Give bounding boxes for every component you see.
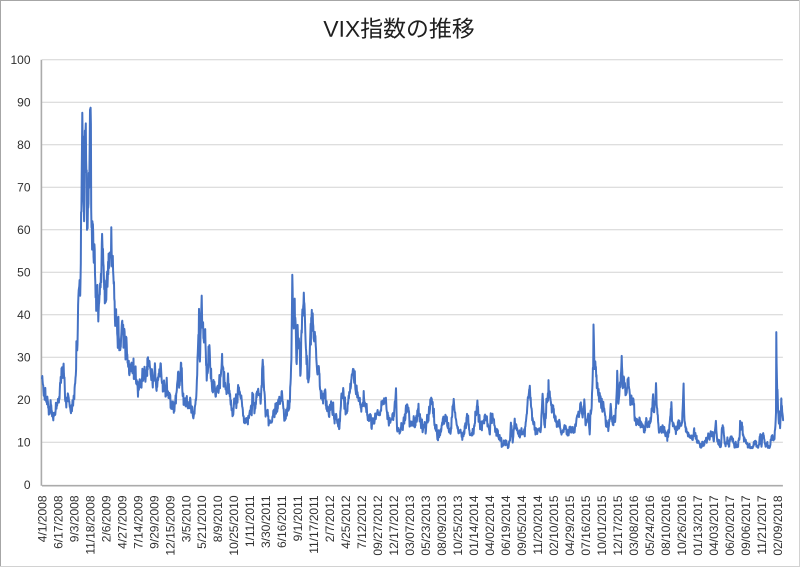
svg-text:03/08/2016: 03/08/2016: [627, 495, 641, 555]
svg-text:9/29/2009: 9/29/2009: [147, 495, 161, 549]
svg-text:60: 60: [17, 223, 31, 237]
svg-text:04/29/2015: 04/29/2015: [563, 495, 577, 555]
svg-text:80: 80: [17, 138, 31, 152]
svg-text:6/17/2008: 6/17/2008: [51, 495, 65, 549]
svg-text:03/07/2013: 03/07/2013: [403, 495, 417, 555]
svg-text:07/16/2015: 07/16/2015: [579, 495, 593, 555]
svg-text:09/27/2012: 09/27/2012: [371, 495, 385, 555]
svg-text:10/25/2010: 10/25/2010: [227, 495, 241, 555]
svg-text:12/17/2015: 12/17/2015: [611, 495, 625, 555]
svg-text:11/18/2008: 11/18/2008: [83, 495, 97, 554]
svg-text:4/27/2009: 4/27/2009: [115, 495, 129, 549]
svg-text:05/23/2013: 05/23/2013: [419, 495, 433, 555]
svg-text:10/26/2016: 10/26/2016: [675, 495, 689, 555]
svg-text:10: 10: [17, 436, 31, 450]
svg-text:6/16/2011: 6/16/2011: [275, 495, 289, 548]
svg-text:12/15/2009: 12/15/2009: [163, 495, 177, 555]
svg-text:8/9/2010: 8/9/2010: [211, 495, 225, 542]
svg-text:01/14/2014: 01/14/2014: [467, 495, 481, 555]
svg-text:04/02/2014: 04/02/2014: [483, 495, 497, 555]
svg-text:50: 50: [17, 266, 31, 280]
svg-text:7/14/2009: 7/14/2009: [131, 495, 145, 549]
svg-text:90: 90: [17, 96, 31, 110]
svg-text:100: 100: [10, 53, 30, 67]
svg-text:02/09/2018: 02/09/2018: [771, 495, 785, 555]
svg-text:4/1/2008: 4/1/2008: [35, 495, 49, 542]
svg-text:40: 40: [17, 308, 31, 322]
svg-text:11/20/2014: 11/20/2014: [531, 495, 545, 554]
svg-text:4/25/2012: 4/25/2012: [339, 495, 353, 549]
svg-text:5/21/2010: 5/21/2010: [195, 495, 209, 549]
svg-text:20: 20: [17, 393, 31, 407]
svg-text:09/05/2014: 09/05/2014: [515, 495, 529, 555]
svg-text:06/20/2017: 06/20/2017: [723, 495, 737, 555]
svg-text:2/6/2009: 2/6/2009: [99, 495, 113, 542]
svg-text:1/11/2011: 1/11/2011: [243, 495, 257, 547]
svg-text:0: 0: [24, 478, 31, 492]
svg-text:10/25/2013: 10/25/2013: [451, 495, 465, 555]
svg-text:01/13/2017: 01/13/2017: [691, 495, 705, 555]
svg-text:7/12/2012: 7/12/2012: [355, 495, 369, 549]
svg-text:11/17/2011: 11/17/2011: [307, 495, 321, 554]
svg-text:3/5/2010: 3/5/2010: [179, 495, 193, 542]
svg-text:12/17/2012: 12/17/2012: [387, 495, 401, 555]
svg-text:3/30/2011: 3/30/2011: [259, 495, 273, 548]
svg-text:05/24/2016: 05/24/2016: [643, 495, 657, 555]
svg-text:10/01/2015: 10/01/2015: [595, 495, 609, 555]
svg-text:9/3/2008: 9/3/2008: [67, 495, 81, 542]
svg-text:70: 70: [17, 181, 31, 195]
svg-text:11/21/2017: 11/21/2017: [755, 495, 769, 554]
svg-text:02/10/2015: 02/10/2015: [547, 495, 561, 555]
svg-text:9/1/2011: 9/1/2011: [291, 495, 305, 541]
svg-text:30: 30: [17, 351, 31, 365]
svg-text:04/03/2017: 04/03/2017: [707, 495, 721, 555]
svg-text:06/19/2014: 06/19/2014: [499, 495, 513, 555]
svg-text:09/06/2017: 09/06/2017: [739, 495, 753, 555]
svg-text:2/7/2012: 2/7/2012: [323, 495, 337, 542]
svg-text:08/10/2016: 08/10/2016: [659, 495, 673, 555]
svg-text:08/09/2013: 08/09/2013: [435, 495, 449, 555]
